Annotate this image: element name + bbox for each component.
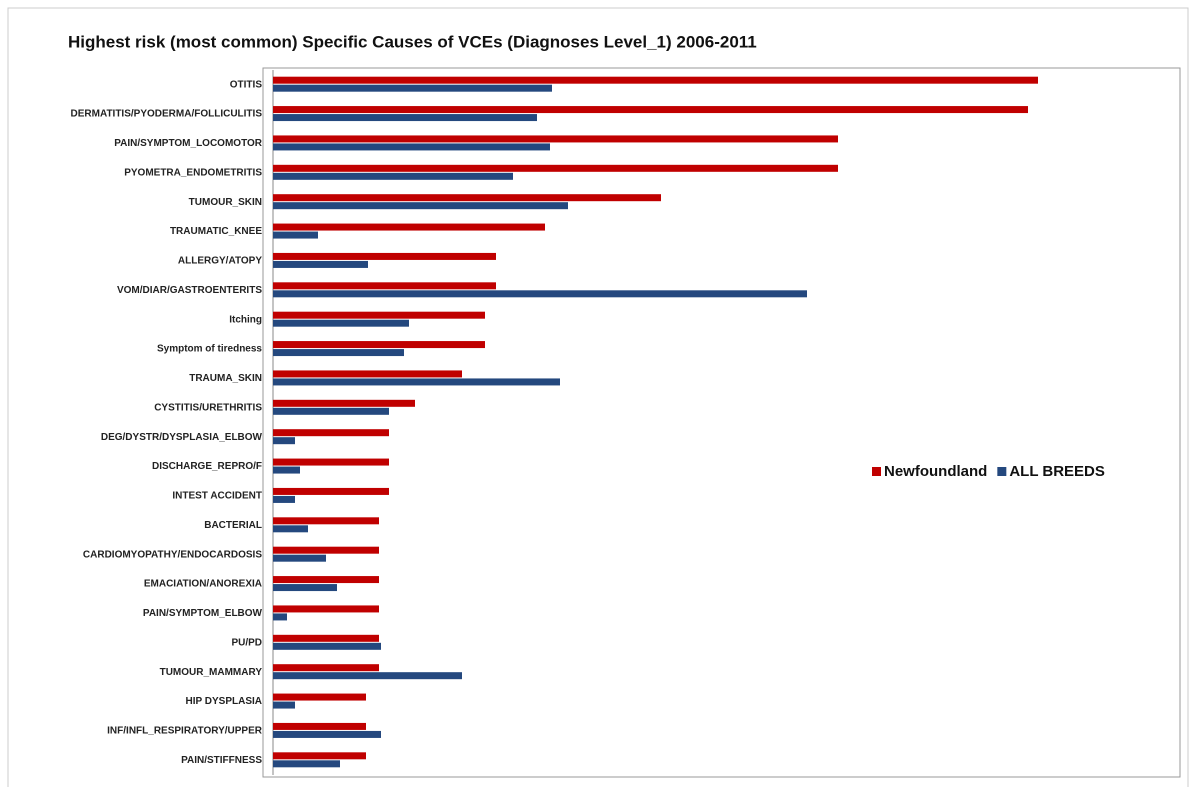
- bar: [273, 554, 326, 562]
- y-tick-label: PAIN/SYMPTOM_LOCOMOTOR: [114, 138, 263, 149]
- bar: [273, 202, 568, 210]
- bar: [273, 370, 462, 378]
- bar: [273, 701, 295, 709]
- y-tick-label: CARDIOMYOPATHY/ENDOCARDOSIS: [83, 549, 262, 560]
- bar: [273, 378, 560, 386]
- y-tick-label: DEG/DYSTR/DYSPLASIA_ELBOW: [101, 432, 263, 443]
- bar: [273, 172, 513, 180]
- y-tick-label: HIP DYSPLASIA: [186, 696, 263, 707]
- y-tick-label: TRAUMA_SKIN: [189, 373, 262, 384]
- bar: [273, 642, 381, 650]
- legend-label: ALL BREEDS: [1009, 463, 1105, 480]
- bar: [273, 466, 300, 474]
- bar: [273, 231, 318, 239]
- bar: [273, 349, 404, 357]
- y-tick-label: TUMOUR_SKIN: [189, 197, 262, 208]
- frame: [7, 7, 1189, 787]
- bar: [273, 495, 295, 503]
- bar: [273, 730, 381, 738]
- y-tick-label: PAIN/STIFFNESS: [181, 755, 262, 766]
- bar: [273, 76, 1038, 84]
- y-tick-label: TRAUMATIC_KNEE: [170, 226, 262, 237]
- legend-swatch: [872, 467, 881, 476]
- bar: [273, 290, 807, 298]
- bar: [273, 260, 368, 268]
- y-tick-label: DISCHARGE_REPRO/F: [152, 461, 262, 472]
- bar: [273, 164, 838, 172]
- bar: [273, 693, 366, 701]
- y-tick-label: INTEST ACCIDENT: [172, 491, 262, 502]
- bar: [273, 143, 550, 151]
- bar: [273, 407, 389, 415]
- bar: [273, 672, 462, 680]
- bar: [273, 487, 389, 495]
- y-tick-label: Itching: [229, 314, 262, 325]
- bar: [273, 84, 552, 92]
- y-tick-label: EMACIATION/ANOREXIA: [144, 579, 262, 590]
- bar: [273, 613, 287, 621]
- y-tick-label: VOM/DIAR/GASTROENTERITS: [117, 285, 262, 296]
- bar: [273, 634, 379, 642]
- plot-area: [262, 67, 1181, 778]
- bar: [273, 135, 838, 143]
- bar: [273, 760, 340, 768]
- bar: [273, 664, 379, 672]
- bar: [273, 752, 366, 760]
- bar: [273, 546, 379, 554]
- bar: [273, 458, 389, 466]
- y-tick-label: CYSTITIS/URETHRITIS: [154, 402, 262, 413]
- y-tick-label: PU/PD: [231, 637, 262, 648]
- bar: [273, 584, 337, 592]
- bar: [273, 517, 379, 525]
- y-tick-label: PYOMETRA_ENDOMETRITIS: [124, 167, 262, 178]
- bar: [273, 194, 661, 202]
- y-tick-label: INF/INFL_RESPIRATORY/UPPER: [107, 726, 263, 737]
- bar: [273, 722, 366, 730]
- bar: [273, 114, 537, 122]
- bar: [273, 525, 308, 533]
- chart-title: Highest risk (most common) Specific Caus…: [68, 32, 757, 51]
- bar: [273, 319, 409, 327]
- bar: [273, 605, 379, 613]
- bar: [273, 223, 545, 231]
- bar: [273, 311, 485, 319]
- y-tick-label: TUMOUR_MAMMARY: [160, 667, 263, 678]
- y-tick-label: ALLERGY/ATOPY: [178, 256, 262, 267]
- bar: [273, 341, 485, 349]
- legend-swatch: [997, 467, 1007, 476]
- y-tick-label: DERMATITIS/PYODERMA/FOLLICULITIS: [71, 109, 263, 120]
- y-tick-label: Symptom of tiredness: [157, 344, 262, 355]
- y-tick-label: OTITIS: [230, 79, 263, 90]
- y-tick-label: BACTERIAL: [204, 520, 262, 531]
- bar: [273, 252, 496, 260]
- bar: [273, 106, 1028, 114]
- y-tick-label: PAIN/SYMPTOM_ELBOW: [143, 608, 263, 619]
- bar: [273, 282, 496, 290]
- bar: [273, 399, 415, 407]
- bar: [273, 429, 389, 437]
- bar: [273, 437, 295, 445]
- bar: [273, 576, 379, 584]
- legend-label: Newfoundland: [884, 463, 987, 480]
